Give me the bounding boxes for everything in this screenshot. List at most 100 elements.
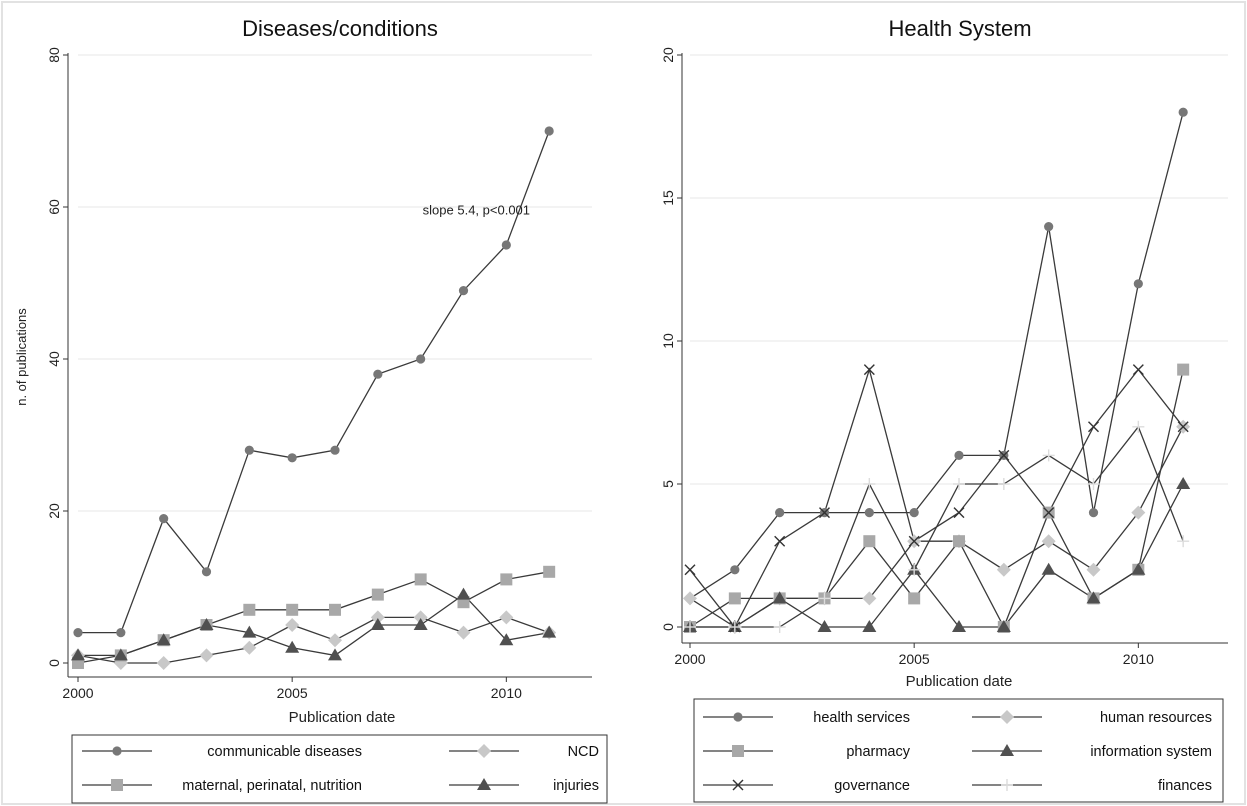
- legend-label: health services: [813, 710, 910, 726]
- data-point-ncd: [499, 610, 514, 625]
- legend-marker-maternal-perinatal-nutrition: [111, 779, 123, 791]
- legend-label: finances: [1158, 778, 1212, 794]
- data-point-pharmacy: [953, 535, 965, 548]
- data-point-health-services: [909, 507, 919, 518]
- legend-marker-information-system: [1000, 744, 1014, 756]
- x-tick-label: 2010: [491, 685, 522, 701]
- series-markers-communicable-diseases: [73, 126, 554, 638]
- data-point-ncd: [242, 640, 257, 655]
- y-tick-label: 80: [46, 47, 62, 63]
- data-point-communicable-diseases: [244, 445, 254, 455]
- legend-marker-finances: [1001, 779, 1013, 791]
- legend-label: communicable diseases: [207, 744, 362, 760]
- data-point-governance: [1043, 507, 1055, 519]
- data-point-communicable-diseases: [73, 628, 83, 638]
- data-point-injuries: [242, 625, 257, 638]
- y-tick-label: 0: [660, 623, 676, 631]
- data-point-injuries: [156, 633, 171, 646]
- data-point-human-resources: [683, 591, 697, 606]
- series-markers-finances: [684, 420, 1190, 633]
- data-point-human-resources: [1086, 562, 1101, 577]
- legend-marker-human-resources: [1000, 710, 1014, 724]
- annotations-diseases: slope 5.4, p<0.001: [423, 203, 530, 218]
- data-point-finances: [997, 478, 1010, 490]
- data-point-health-services: [1044, 222, 1054, 232]
- data-point-governance: [863, 364, 875, 376]
- data-point-pharmacy: [1177, 363, 1190, 376]
- y-tick-label: 5: [660, 480, 676, 488]
- data-point-finances: [684, 621, 696, 633]
- x-axis-label-health-system: Publication date: [906, 673, 1013, 690]
- legend-item-pharmacy: pharmacy: [703, 744, 911, 760]
- legend-item-governance: governance: [703, 778, 910, 794]
- legend-box-diseases-conditions: [71, 734, 608, 804]
- data-point-finances: [1087, 478, 1100, 490]
- data-point-finances: [818, 592, 831, 605]
- data-point-ncd: [285, 618, 300, 632]
- data-point-information-system: [996, 620, 1011, 632]
- data-point-injuries: [456, 587, 471, 600]
- legend-diseases: communicable diseases NCD maternal, perina…: [71, 734, 608, 804]
- data-point-communicable-diseases: [116, 628, 126, 638]
- data-point-finances: [1132, 420, 1145, 433]
- data-point-injuries: [113, 648, 128, 661]
- y-tick-label: 10: [660, 333, 676, 349]
- data-point-communicable-diseases: [287, 453, 297, 463]
- data-point-information-system: [817, 620, 832, 632]
- legend-item-finances: finances: [972, 778, 1212, 794]
- chart-title-diseases: Diseases/conditions: [242, 16, 438, 41]
- data-point-governance: [1177, 421, 1189, 433]
- data-point-information-system: [1041, 562, 1056, 575]
- x-tick-label: 2010: [1123, 651, 1154, 667]
- data-point-information-system: [1131, 562, 1146, 575]
- legend-item-maternal-perinatal-nutrition: maternal, perinatal, nutrition: [82, 778, 362, 794]
- data-point-information-system: [952, 620, 966, 632]
- legend-marker-ncd: [477, 744, 491, 758]
- y-tick-label: 15: [660, 190, 676, 206]
- legend-label: information system: [1090, 744, 1212, 760]
- legend-marker-health-services: [733, 712, 743, 722]
- data-point-finances: [953, 478, 965, 490]
- legend-label: governance: [834, 778, 910, 794]
- series-line-finances: [690, 425, 1184, 628]
- legend-marker-injuries: [477, 778, 491, 790]
- data-point-injuries: [199, 618, 214, 630]
- data-point-finances: [1042, 449, 1055, 462]
- data-point-maternal-perinatal-nutrition: [329, 603, 341, 616]
- data-point-communicable-diseases: [330, 445, 340, 455]
- data-point-communicable-diseases: [501, 240, 511, 250]
- data-point-ncd: [199, 648, 214, 663]
- x-tick-label: 2000: [674, 651, 705, 667]
- series-markers-injuries: [71, 587, 557, 661]
- data-point-health-services: [954, 450, 964, 460]
- data-point-finances: [1177, 535, 1190, 548]
- legend-item-ncd: NCD: [449, 744, 599, 760]
- series-line-ncd: [77, 616, 550, 664]
- y-tick-label: 20: [660, 47, 676, 63]
- data-point-finances: [908, 563, 921, 576]
- data-point-health-services: [730, 565, 740, 575]
- legend-health-system: health services human resources pharmacy in…: [693, 698, 1224, 803]
- data-point-governance: [1132, 364, 1144, 376]
- legend-label: maternal, perinatal, nutrition: [182, 778, 362, 794]
- data-point-pharmacy: [728, 592, 741, 605]
- data-point-governance: [819, 507, 830, 519]
- legend-item-human-resources: human resources: [972, 710, 1212, 726]
- data-point-maternal-perinatal-nutrition: [414, 573, 427, 586]
- data-point-ncd: [156, 656, 171, 670]
- legend-marker-communicable-diseases: [112, 746, 122, 756]
- data-point-communicable-diseases: [159, 514, 169, 524]
- data-point-health-services: [1088, 507, 1099, 518]
- data-point-injuries: [370, 618, 385, 630]
- legend-item-communicable-diseases: communicable diseases: [82, 744, 362, 760]
- data-point-injuries: [413, 618, 428, 630]
- data-point-maternal-perinatal-nutrition: [286, 603, 299, 616]
- data-point-human-resources: [1041, 534, 1056, 549]
- data-point-communicable-diseases: [416, 354, 426, 364]
- legend-marker-pharmacy: [732, 745, 744, 757]
- data-point-communicable-diseases: [373, 369, 383, 379]
- series-diseases: [71, 126, 557, 670]
- data-point-human-resources: [862, 591, 877, 606]
- grid-diseases: [78, 54, 592, 512]
- legend-label: injuries: [553, 778, 599, 794]
